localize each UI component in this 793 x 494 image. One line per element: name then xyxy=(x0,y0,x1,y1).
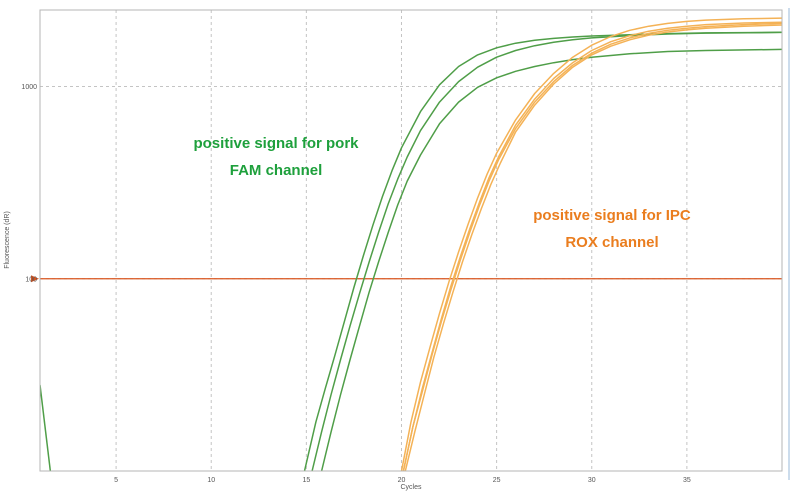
y-tick-label-100: 100 xyxy=(25,276,37,283)
x-tick-label-25: 25 xyxy=(493,477,501,484)
annotation-rox: positive signal for IPC ROX channel xyxy=(533,207,691,251)
x-tick-label-10: 10 xyxy=(207,477,215,484)
plot-background xyxy=(40,10,782,471)
y-tick-label-1000: 1000 xyxy=(21,84,37,91)
curve-0-2 xyxy=(311,31,782,471)
threshold-layer xyxy=(31,275,782,283)
plot-frame xyxy=(39,9,783,472)
y-axis-title: Fluorescence (dR) xyxy=(4,211,11,269)
curve-1-3 xyxy=(404,24,782,471)
annotation-rox-line-1: positive signal for IPC xyxy=(533,207,691,224)
x-tick-label-15: 15 xyxy=(302,477,310,484)
x-tick-label-5: 5 xyxy=(114,477,118,484)
curves xyxy=(40,17,782,471)
annotation-fam-line-2: FAM channel xyxy=(230,162,323,179)
curve-0-3 xyxy=(320,48,782,471)
x-tick-label-30: 30 xyxy=(588,477,596,484)
annotation-rox-line-2: ROX channel xyxy=(565,234,658,251)
annotation-fam-line-1: positive signal for pork xyxy=(193,135,359,152)
curve-0-0 xyxy=(40,384,52,471)
threshold-marker xyxy=(31,275,39,283)
annotation-fam: positive signal for pork FAM channel xyxy=(193,135,359,179)
x-axis-title: Cycles xyxy=(400,484,422,491)
curve-1-0 xyxy=(400,17,782,471)
x-tick-label-35: 35 xyxy=(683,477,691,484)
tick-labels: 5 10 15 20 25 30 35 100 1000 xyxy=(21,84,690,484)
curve-0-1 xyxy=(303,31,782,471)
x-tick-label-20: 20 xyxy=(398,477,406,484)
curve-1-2 xyxy=(402,22,782,471)
